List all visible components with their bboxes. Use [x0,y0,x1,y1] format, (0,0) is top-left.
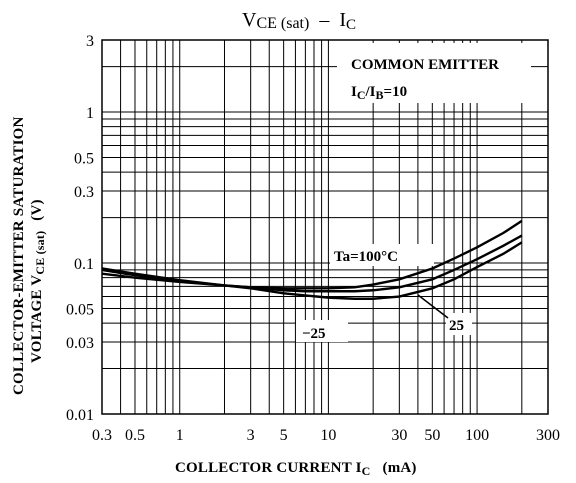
conditions-box: COMMON EMITTER IC/IB=10 [337,43,531,103]
y-tick-label: 0.5 [74,150,94,167]
x-tick-label: 50 [424,427,440,444]
series-line-2 [101,241,523,300]
label-ta-100: Ta=100°C [334,249,398,265]
chart-title: VCE (sat) – IC [242,9,356,33]
label-ta-minus-25: −25 [302,326,326,342]
y-tick-label: 0.01 [66,407,94,424]
plot-frame [101,39,549,415]
x-tick-label: 1 [176,427,184,444]
y-tick-label: 3 [86,33,94,50]
x-tick-label: 3 [247,427,255,444]
y-tick-label: 1 [86,105,94,122]
y-tick-label: 0.05 [66,301,94,318]
x-tick-labels: 0.3 0.5 1 3 5 10 30 50 100 300 [92,427,560,444]
x-tick-label: 0.5 [125,427,145,444]
conditions-line1: COMMON EMITTER [351,57,499,73]
y-tick-label: 0.3 [74,184,94,201]
plot-grid [101,39,549,415]
y-tick-label: 0.03 [66,335,94,352]
y-tick-label: 0.1 [74,256,94,273]
curve-labels: Ta=100°C 25 −25 [296,244,472,342]
leader-ta-25 [417,294,449,319]
y-tick-labels: 3 1 0.5 0.3 0.1 0.05 0.03 0.01 [66,33,94,424]
series-curves [101,219,523,300]
x-tick-label: 10 [320,427,336,444]
conditions-line2: IC/IB=10 [351,84,407,102]
y-axis-title-line2: VOLTAGE VCE (sat)(V) [29,199,47,363]
x-tick-label: 0.3 [92,427,112,444]
x-tick-label: 5 [280,427,288,444]
y-axis-title: COLLECTOR-EMITTER SATURATION VOLTAGE VCE… [11,116,47,395]
x-tick-label: 100 [465,427,489,444]
label-ta-25: 25 [449,318,464,334]
x-tick-label: 300 [536,427,560,444]
y-axis-title-line1: COLLECTOR-EMITTER SATURATION [11,116,27,395]
x-axis-title: COLLECTOR CURRENT IC (mA) [175,460,417,478]
x-tick-label: 30 [391,427,407,444]
